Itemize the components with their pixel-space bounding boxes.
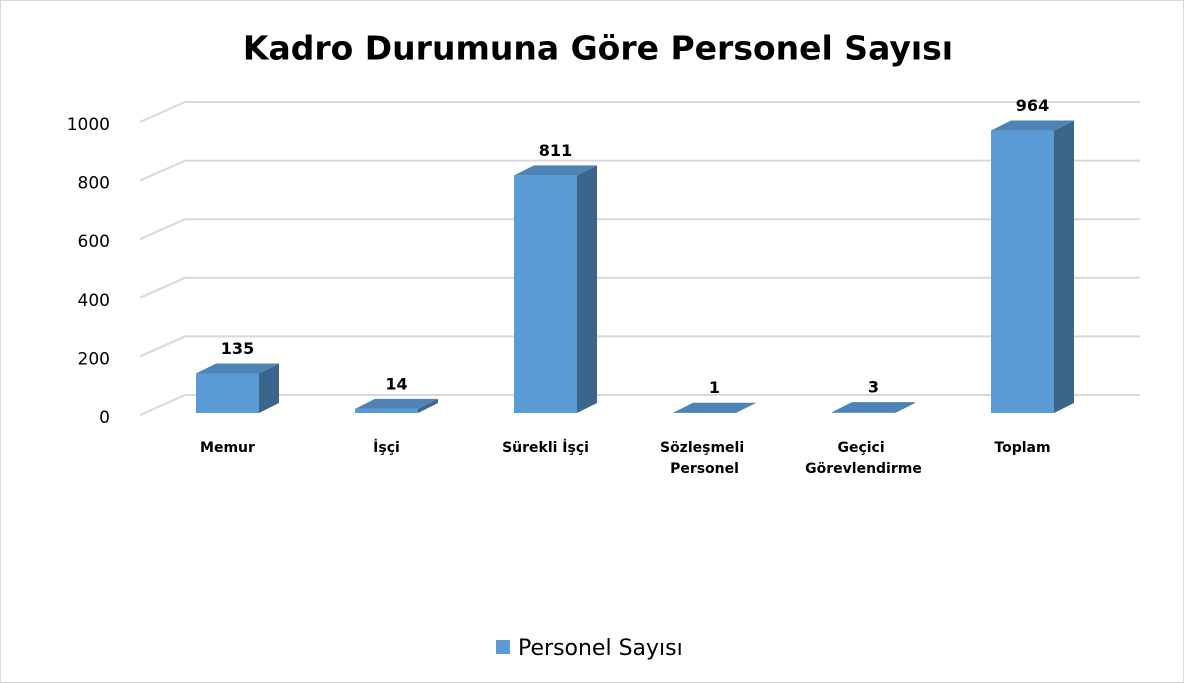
x-tick-label: Memur [200,440,255,456]
value-label: 1 [709,378,720,397]
bar-top [355,398,438,409]
grid-line [139,335,1140,358]
y-tick-label: 600 [78,232,110,252]
value-label: 3 [868,378,879,397]
bar-top [673,402,756,413]
value-label: 964 [1016,96,1049,115]
bar [196,373,259,413]
legend-label: Personel Sayısı [518,636,683,661]
bar-side [736,402,756,413]
y-tick-label: 1000 [67,115,110,135]
y-tick-label: 400 [78,291,110,311]
grid-line [139,159,1140,182]
grid-line [139,276,1140,299]
bar-side [418,398,438,413]
y-tick-label: 0 [99,408,110,428]
bar [355,408,418,413]
y-tick-label: 200 [78,349,110,369]
grid-line [139,394,1140,416]
bar-side [895,402,915,413]
bar-side [577,165,597,413]
bar-side [1054,120,1074,413]
y-tick-label: 800 [78,174,110,194]
grid-line [139,101,1140,123]
x-tick-label: Toplam [994,440,1050,456]
value-label: 811 [539,141,572,160]
chart-title: Kadro Durumuna Göre Personel Sayısı [243,29,953,68]
bar-top [832,402,915,413]
value-label: 14 [385,374,407,393]
bar-top [514,165,597,176]
legend-swatch [496,640,510,654]
x-tick-label: Sözleşmeli Personel [660,440,749,477]
value-label: 135 [221,339,254,358]
bar-top [991,120,1074,131]
x-tick-label: Geçici Görevlendirme [805,440,922,477]
bar [514,175,577,413]
bar [991,130,1054,413]
bar [832,412,895,413]
bar-side [259,363,279,413]
x-tick-label: Sürekli İşçi [502,439,589,456]
grid-line [139,218,1140,241]
bar-top [196,363,279,374]
x-tick-label: İşçi [373,439,400,456]
